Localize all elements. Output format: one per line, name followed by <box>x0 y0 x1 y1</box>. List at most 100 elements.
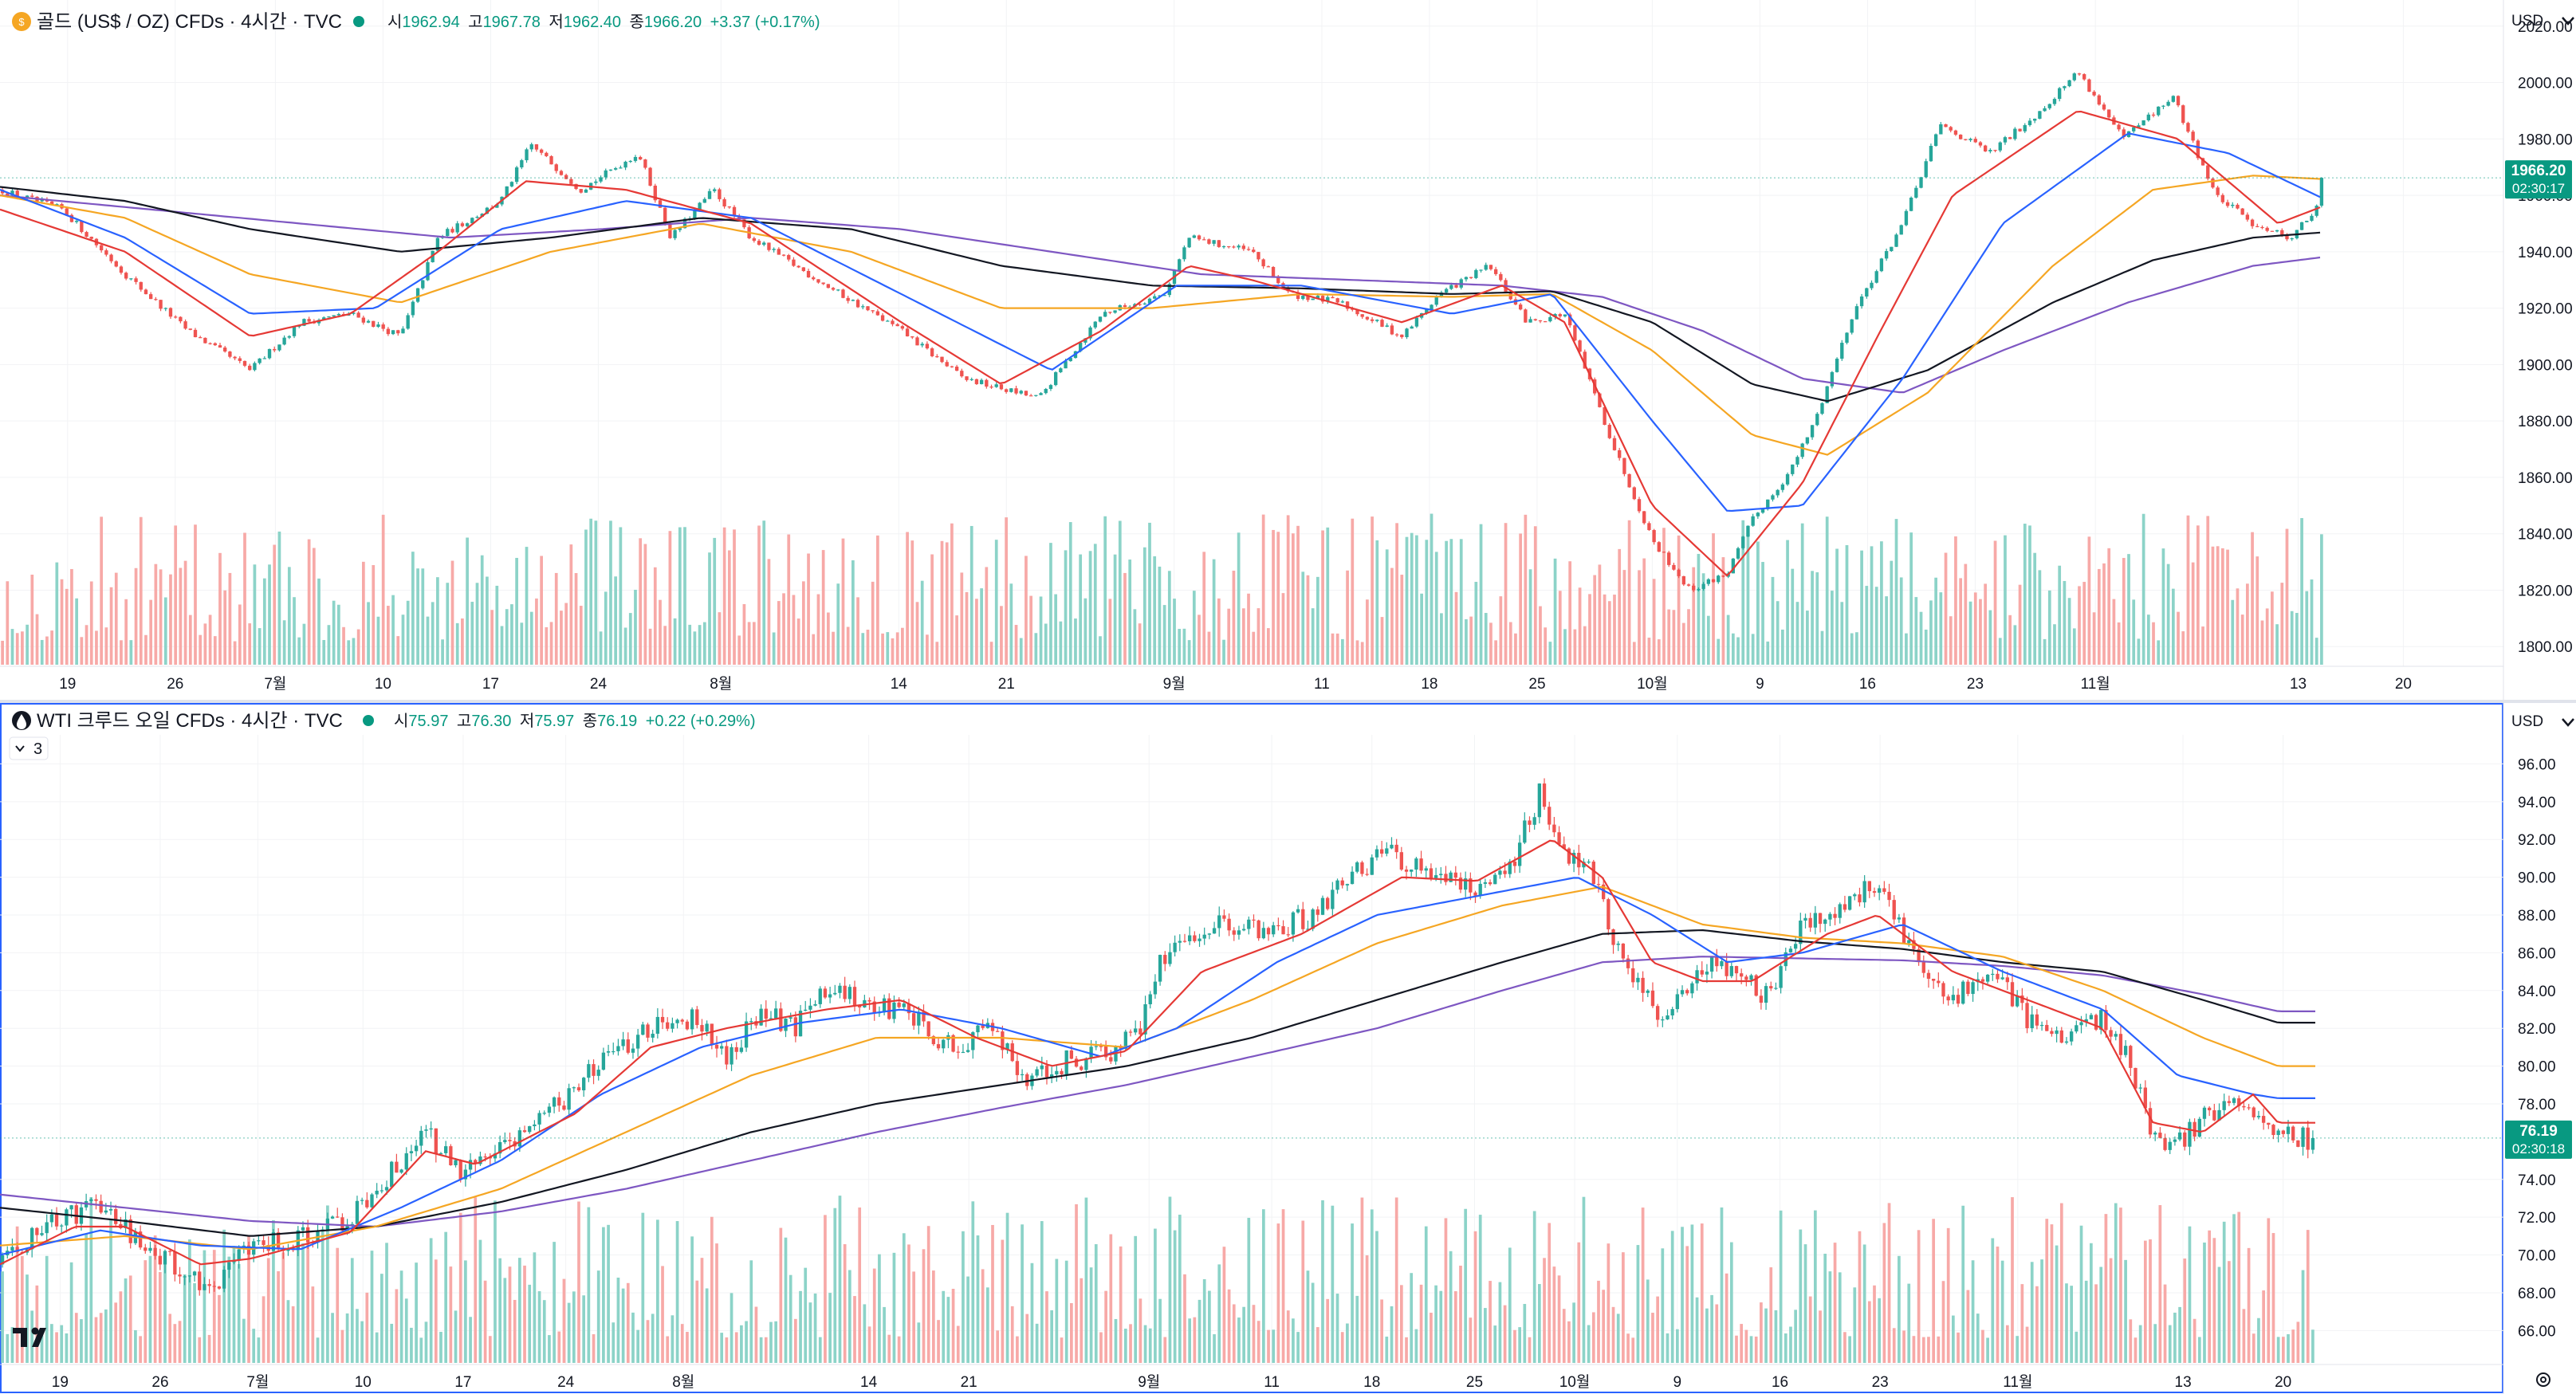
candle-body <box>2183 1132 2187 1147</box>
volume-bar <box>1143 1325 1147 1363</box>
gold-currency-label[interactable]: USD <box>2511 13 2543 29</box>
volume-bar <box>286 1300 290 1363</box>
chevron-down-icon[interactable] <box>2562 718 2574 727</box>
volume-bar <box>55 1332 58 1363</box>
wti-close-value: 76.19 <box>597 713 637 730</box>
volume-bar <box>1207 631 1211 665</box>
candle-body <box>1944 124 1948 128</box>
volume-bar <box>6 1333 10 1363</box>
candle-body <box>917 1011 921 1026</box>
candle-body <box>1311 298 1315 300</box>
candle-body <box>584 189 588 193</box>
candle-body <box>1828 913 1832 920</box>
candle-body <box>1202 934 1206 939</box>
logo-stem <box>21 1328 27 1347</box>
candle-body <box>434 1128 438 1155</box>
volume-bar <box>1405 1337 1408 1363</box>
candle-body <box>1335 298 1339 303</box>
gold-legend[interactable]: $ 골드 (US$ / OZ) CFDs · 4시간 · TVC 시1962.9… <box>12 11 820 33</box>
bar-countdown: 02:30:18 <box>2512 1141 2565 1156</box>
volume-bar <box>2005 1325 2009 1363</box>
volume-bar <box>616 1278 620 1363</box>
volume-bar <box>587 1207 591 1363</box>
candle-body <box>764 1008 768 1019</box>
candle-body <box>752 238 756 241</box>
volume-bar <box>1070 1302 1073 1363</box>
candle-body <box>1949 127 1953 131</box>
wti-time-axis[interactable]: 19 26 7월 10 17 24 8월 14 21 9월 11 18 25 10월 9 16 23 11월 13 2… <box>52 1373 2291 1391</box>
candle-body <box>153 1247 157 1256</box>
volume-bar <box>436 577 439 665</box>
logo-bar <box>13 1328 27 1333</box>
candle-body <box>1931 979 1936 981</box>
volume-bar <box>1823 1254 1827 1363</box>
volume-bar <box>1815 572 1819 665</box>
wti-currency-label[interactable]: USD <box>2511 713 2543 730</box>
candle-body <box>631 1048 635 1053</box>
chevron-down-icon[interactable] <box>2562 17 2574 26</box>
volume-bar <box>470 602 474 665</box>
volume-bar <box>2104 1214 2108 1363</box>
candle-body <box>134 278 138 282</box>
pane-separator[interactable] <box>0 700 2576 703</box>
y-tick-label: 84.00 <box>2518 984 2556 1000</box>
gold-pane[interactable]: 2020.002000.001980.001960.001940.001920.… <box>0 0 2574 700</box>
volume-bar <box>2232 1214 2236 1363</box>
volume-bar <box>737 635 741 665</box>
volume-bar <box>757 525 761 665</box>
candle-body <box>1558 314 1562 316</box>
volume-bar <box>1241 608 1245 665</box>
candle-body <box>1272 925 1276 935</box>
candle-body <box>920 344 924 346</box>
candle-body <box>1956 995 1961 1004</box>
volume-bar <box>26 624 29 665</box>
candle-body <box>897 1002 901 1007</box>
gold-symbol-title[interactable]: 골드 (US$ / OZ) CFDs · 4시간 · TVC <box>37 11 342 33</box>
wti-pane[interactable]: 96.0094.0092.0090.0088.0086.0084.0082.00… <box>0 703 2574 1394</box>
candle-body <box>163 1251 167 1265</box>
candle-body <box>1524 309 1528 323</box>
gear-icon[interactable] <box>2536 1372 2550 1387</box>
gold-time-axis[interactable]: 19 26 7월 10 17 24 8월 14 21 9월 11 18 25 10월 9 16 23 11월 13 2… <box>59 675 2412 693</box>
candle-body <box>1887 891 1891 901</box>
volume-bar <box>431 602 435 665</box>
volume-bar <box>480 555 484 665</box>
volume-bar <box>419 1337 423 1363</box>
candle-body <box>1929 146 1933 162</box>
volume-bar <box>1016 1336 1019 1363</box>
volume-bar <box>1725 1273 1728 1363</box>
volume-bar <box>520 622 524 665</box>
y-tick-label: 82.00 <box>2518 1021 2556 1038</box>
volume-bar <box>801 581 805 665</box>
candle-body <box>1611 929 1615 945</box>
tradingview-logo[interactable] <box>13 1327 46 1348</box>
candle-body <box>465 223 470 226</box>
candle-body <box>2016 995 2020 1007</box>
volume-bar <box>1316 1327 1319 1363</box>
candle-body <box>85 232 88 238</box>
candle-body <box>1749 975 1753 980</box>
volume-bar <box>1232 1304 1236 1363</box>
volume-bar <box>792 595 796 665</box>
volume-bar <box>1553 558 1557 665</box>
candle-body <box>2082 74 2086 80</box>
candle-body <box>608 169 613 171</box>
volume-bar <box>1695 1297 1699 1363</box>
candle-body <box>2107 109 2111 118</box>
candle-body <box>961 1051 966 1054</box>
candle-body <box>1808 917 1812 928</box>
candle-body <box>793 1017 798 1037</box>
candle-body <box>1622 457 1626 474</box>
volume-bar <box>1593 575 1597 665</box>
volume-bar <box>85 625 88 665</box>
candle-body <box>69 1205 73 1210</box>
wti-legend[interactable]: WTI 크루드 오일 CFDs · 4시간 · TVC 시75.97 고76.3… <box>9 710 756 760</box>
candle-body <box>25 195 29 198</box>
wti-price-axis[interactable]: 96.0094.0092.0090.0088.0086.0084.0082.00… <box>2518 756 2556 1340</box>
wti-symbol-title[interactable]: WTI 크루드 오일 CFDs · 4시간 · TVC <box>37 710 343 732</box>
candle-body <box>1473 892 1477 896</box>
gold-price-axis[interactable]: 2020.002000.001980.001960.001940.001920.… <box>2518 19 2573 656</box>
volume-bar <box>1444 1218 1448 1363</box>
indicator-collapse-button[interactable] <box>9 736 49 760</box>
volume-bar <box>154 563 158 665</box>
